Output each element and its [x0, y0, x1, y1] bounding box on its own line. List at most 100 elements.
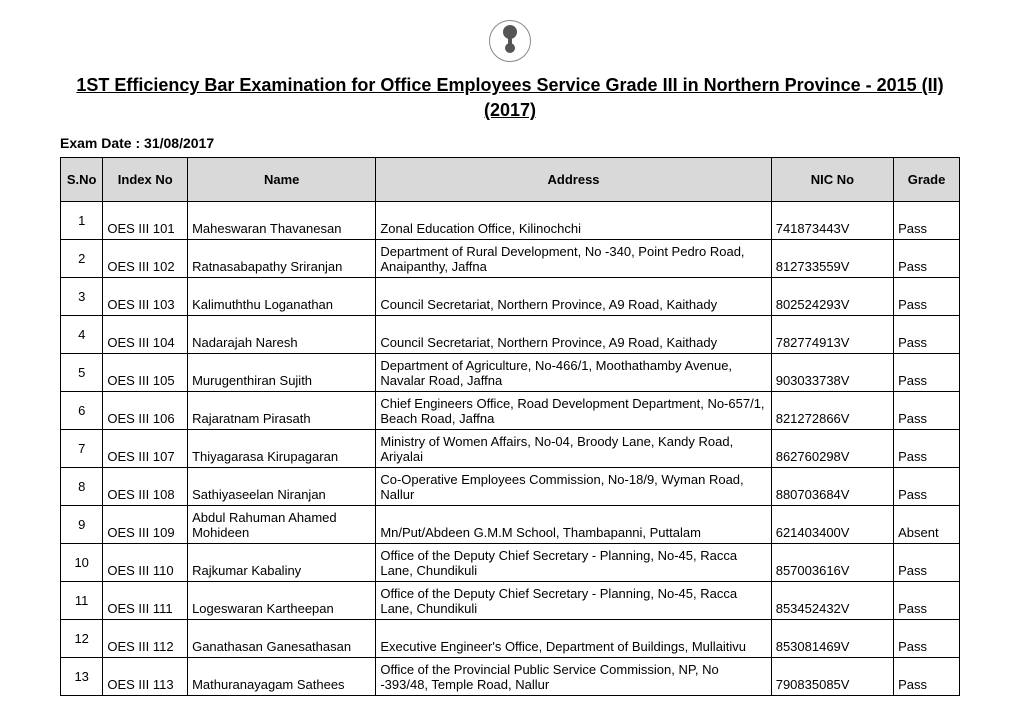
cell-grade: Pass	[894, 392, 960, 430]
cell-name: Nadarajah Naresh	[188, 316, 376, 354]
cell-index: OES III 108	[103, 468, 188, 506]
cell-address: Council Secretariat, Northern Province, …	[376, 316, 771, 354]
cell-grade: Pass	[894, 202, 960, 240]
cell-grade: Pass	[894, 658, 960, 696]
cell-address: Office of the Deputy Chief Secretary - P…	[376, 582, 771, 620]
cell-address: Office of the Provincial Public Service …	[376, 658, 771, 696]
cell-grade: Pass	[894, 582, 960, 620]
cell-nic: 782774913V	[771, 316, 893, 354]
table-row: 8OES III 108Sathiyaseelan NiranjanCo-Ope…	[61, 468, 960, 506]
table-row: 12OES III 112Ganathasan GanesathasanExec…	[61, 620, 960, 658]
cell-index: OES III 110	[103, 544, 188, 582]
table-body: 1OES III 101Maheswaran ThavanesanZonal E…	[61, 202, 960, 696]
cell-grade: Pass	[894, 544, 960, 582]
cell-grade: Pass	[894, 468, 960, 506]
cell-index: OES III 113	[103, 658, 188, 696]
table-row: 5OES III 105Murugenthiran SujithDepartme…	[61, 354, 960, 392]
table-row: 3OES III 103Kalimuththu LoganathanCounci…	[61, 278, 960, 316]
cell-grade: Absent	[894, 506, 960, 544]
col-address: Address	[376, 158, 771, 202]
cell-nic: 862760298V	[771, 430, 893, 468]
cell-index: OES III 112	[103, 620, 188, 658]
cell-nic: 853452432V	[771, 582, 893, 620]
table-row: 7OES III 107Thiyagarasa KirupagaranMinis…	[61, 430, 960, 468]
cell-sno: 1	[61, 202, 103, 240]
cell-sno: 12	[61, 620, 103, 658]
cell-address: Chief Engineers Office, Road Development…	[376, 392, 771, 430]
cell-sno: 4	[61, 316, 103, 354]
cell-nic: 790835085V	[771, 658, 893, 696]
cell-name: Maheswaran Thavanesan	[188, 202, 376, 240]
cell-grade: Pass	[894, 316, 960, 354]
cell-sno: 7	[61, 430, 103, 468]
cell-index: OES III 103	[103, 278, 188, 316]
cell-grade: Pass	[894, 278, 960, 316]
exam-date-label: Exam Date : 31/08/2017	[60, 135, 960, 151]
cell-nic: 741873443V	[771, 202, 893, 240]
cell-address: Department of Agriculture, No-466/1, Moo…	[376, 354, 771, 392]
cell-index: OES III 109	[103, 506, 188, 544]
cell-sno: 6	[61, 392, 103, 430]
col-index: Index No	[103, 158, 188, 202]
cell-sno: 13	[61, 658, 103, 696]
cell-name: Ganathasan Ganesathasan	[188, 620, 376, 658]
cell-name: Kalimuththu Loganathan	[188, 278, 376, 316]
table-row: 4OES III 104Nadarajah NareshCouncil Secr…	[61, 316, 960, 354]
table-row: 1OES III 101Maheswaran ThavanesanZonal E…	[61, 202, 960, 240]
results-table: S.No Index No Name Address NIC No Grade …	[60, 157, 960, 696]
cell-nic: 853081469V	[771, 620, 893, 658]
table-row: 11OES III 111Logeswaran KartheepanOffice…	[61, 582, 960, 620]
cell-grade: Pass	[894, 430, 960, 468]
cell-index: OES III 104	[103, 316, 188, 354]
cell-index: OES III 111	[103, 582, 188, 620]
table-row: 9OES III 109Abdul Rahuman Ahamed Mohidee…	[61, 506, 960, 544]
emblem-icon	[489, 20, 531, 62]
cell-sno: 5	[61, 354, 103, 392]
cell-index: OES III 106	[103, 392, 188, 430]
cell-address: Executive Engineer's Office, Department …	[376, 620, 771, 658]
header-logo	[60, 20, 960, 65]
cell-sno: 9	[61, 506, 103, 544]
table-header-row: S.No Index No Name Address NIC No Grade	[61, 158, 960, 202]
cell-sno: 11	[61, 582, 103, 620]
table-row: 13OES III 113Mathuranayagam SatheesOffic…	[61, 658, 960, 696]
cell-address: Zonal Education Office, Kilinochchi	[376, 202, 771, 240]
cell-nic: 802524293V	[771, 278, 893, 316]
cell-sno: 3	[61, 278, 103, 316]
cell-name: Abdul Rahuman Ahamed Mohideen	[188, 506, 376, 544]
table-row: 6OES III 106Rajaratnam PirasathChief Eng…	[61, 392, 960, 430]
cell-name: Murugenthiran Sujith	[188, 354, 376, 392]
cell-nic: 621403400V	[771, 506, 893, 544]
cell-nic: 880703684V	[771, 468, 893, 506]
col-nic: NIC No	[771, 158, 893, 202]
cell-index: OES III 102	[103, 240, 188, 278]
cell-address: Office of the Deputy Chief Secretary - P…	[376, 544, 771, 582]
cell-sno: 10	[61, 544, 103, 582]
page-title: 1ST Efficiency Bar Examination for Offic…	[60, 73, 960, 123]
cell-index: OES III 105	[103, 354, 188, 392]
cell-nic: 821272866V	[771, 392, 893, 430]
cell-name: Logeswaran Kartheepan	[188, 582, 376, 620]
table-row: 10OES III 110Rajkumar KabalinyOffice of …	[61, 544, 960, 582]
cell-name: Mathuranayagam Sathees	[188, 658, 376, 696]
cell-address: Department of Rural Development, No -340…	[376, 240, 771, 278]
cell-grade: Pass	[894, 354, 960, 392]
cell-address: Council Secretariat, Northern Province, …	[376, 278, 771, 316]
cell-index: OES III 107	[103, 430, 188, 468]
cell-name: Sathiyaseelan Niranjan	[188, 468, 376, 506]
col-sno: S.No	[61, 158, 103, 202]
cell-name: Rajaratnam Pirasath	[188, 392, 376, 430]
cell-nic: 857003616V	[771, 544, 893, 582]
cell-address: Co-Operative Employees Commission, No-18…	[376, 468, 771, 506]
col-grade: Grade	[894, 158, 960, 202]
cell-name: Thiyagarasa Kirupagaran	[188, 430, 376, 468]
cell-nic: 812733559V	[771, 240, 893, 278]
cell-nic: 903033738V	[771, 354, 893, 392]
cell-index: OES III 101	[103, 202, 188, 240]
col-name: Name	[188, 158, 376, 202]
cell-sno: 8	[61, 468, 103, 506]
cell-grade: Pass	[894, 240, 960, 278]
cell-name: Rajkumar Kabaliny	[188, 544, 376, 582]
cell-address: Mn/Put/Abdeen G.M.M School, Thambapanni,…	[376, 506, 771, 544]
cell-address: Ministry of Women Affairs, No-04, Broody…	[376, 430, 771, 468]
